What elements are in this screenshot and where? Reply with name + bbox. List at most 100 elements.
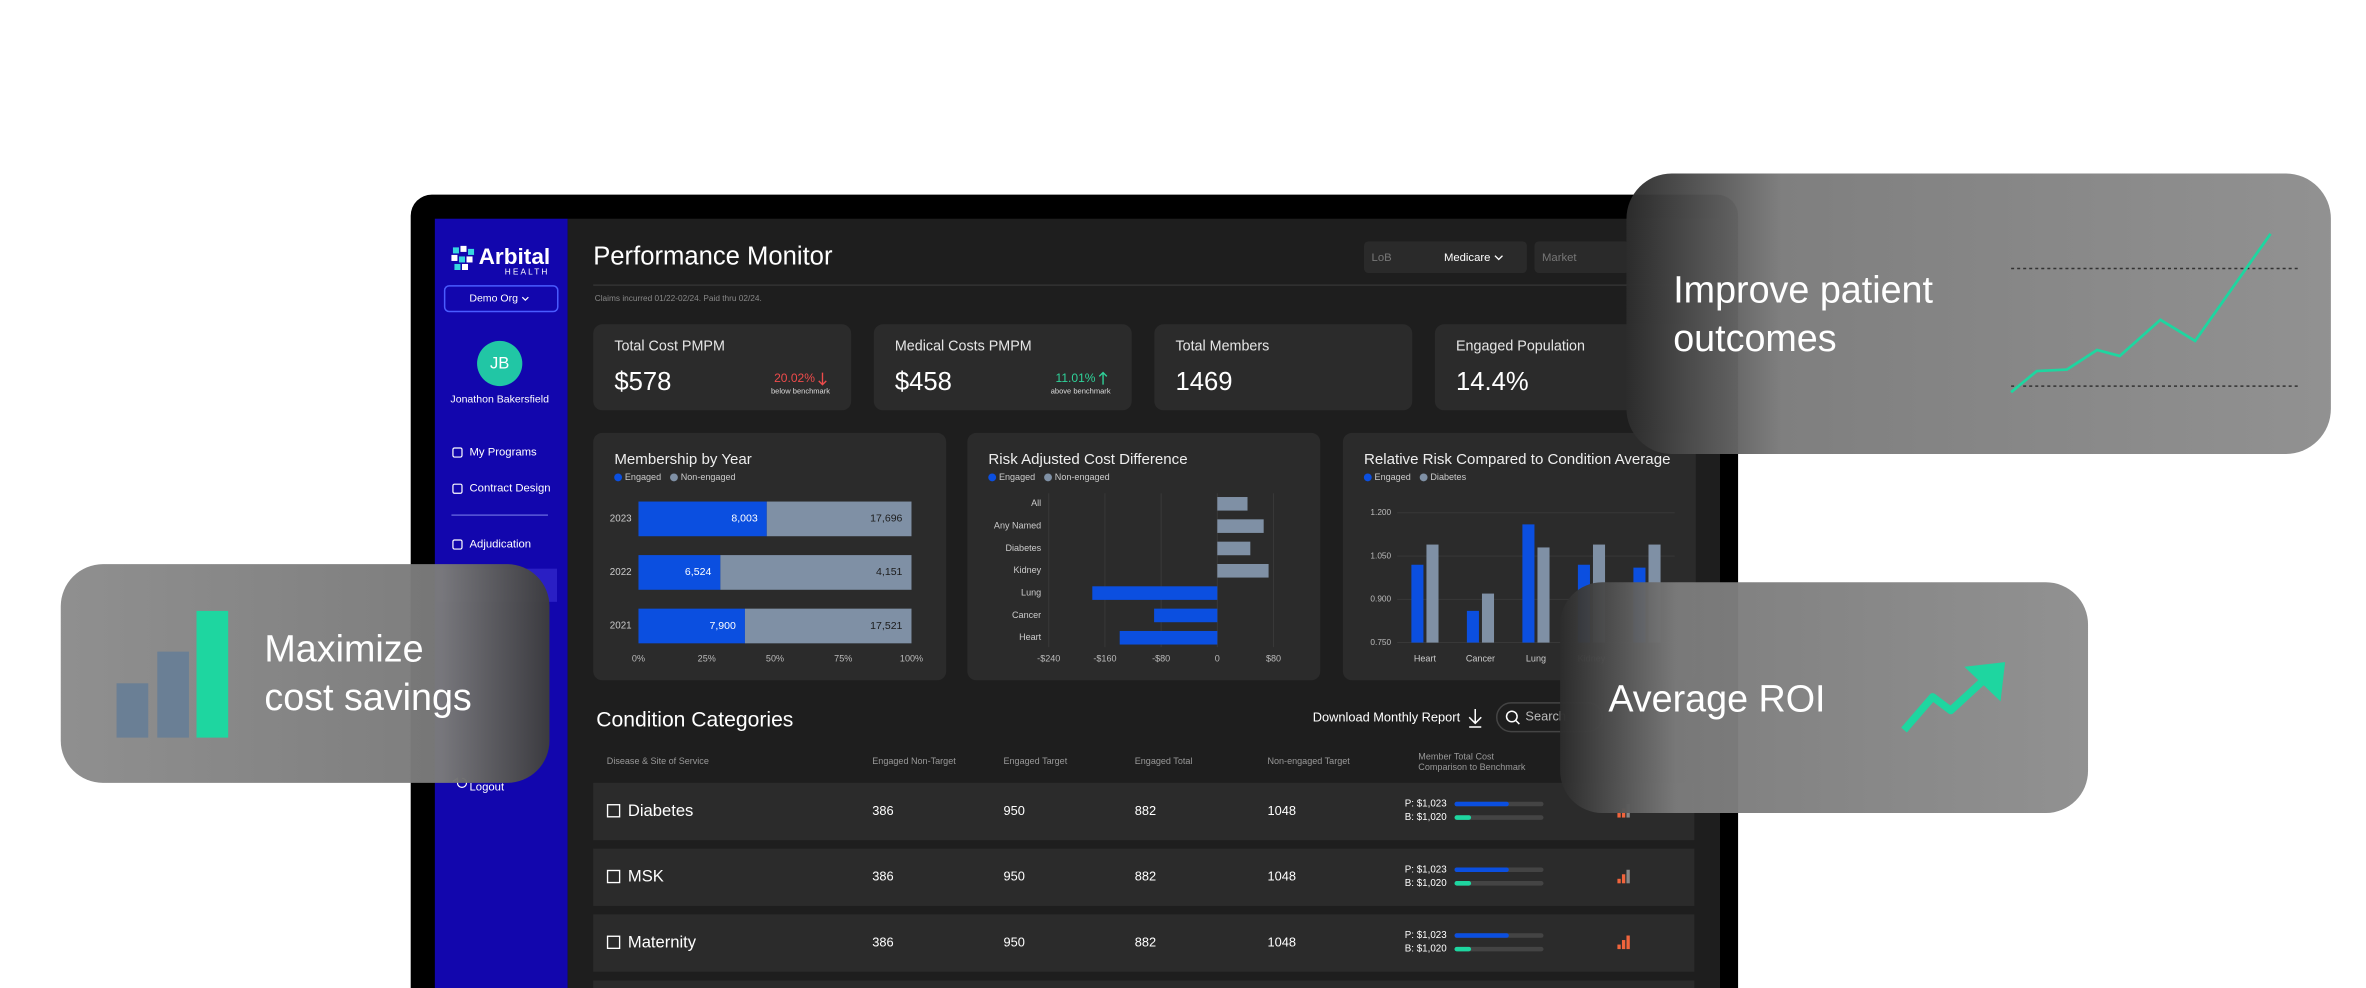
legend-swatch (988, 473, 997, 482)
signal-bar (1621, 808, 1626, 818)
bar-label: 17,521 (870, 620, 902, 632)
legend-swatch (1363, 473, 1372, 482)
signal-bar (1626, 935, 1630, 950)
table-cell: 1048 (1267, 803, 1296, 818)
callout-card (1626, 173, 2331, 455)
bar-label: 17,696 (870, 513, 902, 525)
kpi-delta: 11.01% (1056, 371, 1096, 385)
legend-label: Non-engaged (681, 472, 736, 482)
x-tick-label: Lung (1526, 654, 1546, 664)
table-title: Condition Categories (596, 709, 793, 732)
y-tick-label: 2022 (610, 567, 632, 578)
y-tick-label: Kidney (1014, 565, 1042, 575)
x-tick-label: Heart (1414, 654, 1437, 664)
bar (1092, 586, 1218, 600)
nav-item[interactable]: My Programs (470, 447, 538, 459)
filter[interactable] (1364, 241, 1527, 274)
kpi-arrow (818, 372, 827, 386)
legend-label: Non-engaged (1055, 472, 1110, 482)
table-row (593, 914, 1695, 972)
table-cell: 386 (872, 803, 893, 818)
table-cell: 882 (1135, 934, 1156, 949)
download-icon (1468, 708, 1482, 728)
brand: Arbital (479, 244, 551, 269)
chart-title: Relative Risk Compared to Condition Aver… (1364, 451, 1670, 468)
table-cell: 882 (1135, 869, 1156, 884)
checkbox[interactable] (606, 935, 621, 950)
nav-item[interactable]: Contract Design (470, 483, 551, 495)
column-header: Non-engaged Target (1267, 756, 1350, 766)
chart-panel (967, 432, 1321, 681)
projected-cost: P: $1,023 (1405, 799, 1447, 810)
column-header: Engaged Target (1004, 756, 1068, 766)
checkbox[interactable] (606, 804, 621, 818)
callout-text: Average ROI (1608, 677, 1825, 719)
progress-fill (1454, 815, 1472, 820)
bar (638, 501, 767, 537)
bar (1217, 541, 1251, 556)
column-header: Engaged Total (1135, 756, 1193, 766)
progress-track (1454, 881, 1544, 886)
icon-bar (196, 610, 229, 738)
signal-bar (1621, 874, 1626, 884)
progress-fill (1454, 946, 1472, 952)
page-title: Performance Monitor (593, 243, 833, 271)
legend-swatch (1419, 473, 1428, 482)
org-dropdown[interactable] (443, 285, 559, 313)
column-header: Member Total Cost (1418, 752, 1494, 762)
download-link[interactable]: Download Monthly Report (1313, 709, 1461, 724)
y-tick-label: 2023 (610, 513, 632, 524)
bar-label: 4,151 (876, 566, 903, 578)
progress-fill (1454, 881, 1472, 886)
bar (1217, 519, 1264, 533)
kpi-value: $458 (895, 368, 952, 396)
x-tick-label: 100% (900, 654, 923, 664)
bar (1217, 563, 1269, 578)
table-cell: 950 (1004, 934, 1025, 949)
roi-arrow (1901, 672, 1992, 733)
kpi-card (873, 324, 1132, 411)
search-placeholder: Search (1525, 709, 1566, 724)
bar (1537, 547, 1550, 643)
nav-item[interactable]: Adjudication (470, 539, 532, 551)
roi-arrow-head (1964, 662, 2006, 702)
y-tick-label: Diabetes (1005, 543, 1041, 553)
claims-note: Claims incurred 01/22-02/24. Paid thru 0… (595, 293, 762, 303)
kpi-label: Engaged Population (1456, 339, 1585, 355)
kpi-card (1154, 324, 1413, 411)
filter-value: Medicare (1444, 252, 1490, 264)
chart-title: Membership by Year (614, 451, 751, 468)
bar (1481, 593, 1495, 643)
kpi-label: Medical Costs PMPM (895, 339, 1032, 355)
benchmark-cost: B: $1,020 (1405, 812, 1447, 823)
trend-line (2010, 233, 2272, 394)
nav-icon (452, 447, 463, 458)
legend-label: Diabetes (1430, 472, 1466, 482)
column-header: Comparison to Benchmark (1418, 762, 1526, 772)
checkbox[interactable] (606, 869, 621, 884)
callout-text: Maximize (264, 628, 423, 670)
y-tick-label: Heart (1019, 632, 1042, 642)
y-tick-label: Lung (1021, 587, 1041, 597)
x-tick-label: -$80 (1152, 654, 1170, 664)
condition-name: Maternity (628, 932, 697, 951)
bar-label: 7,900 (709, 620, 736, 632)
kpi-label: Total Cost PMPM (614, 339, 725, 355)
progress-track (1454, 815, 1544, 820)
filter-label: Market (1542, 252, 1577, 264)
callout-card (60, 564, 550, 783)
table-row (593, 980, 1695, 988)
x-tick-label: -$160 (1093, 654, 1116, 664)
callout-outcomes: Improve patient outcomes (1626, 173, 2331, 455)
logout[interactable]: Logout (470, 781, 505, 793)
kpi-value: 1469 (1175, 368, 1232, 396)
kpi-value: $578 (614, 368, 671, 396)
x-tick-label: 0% (632, 654, 645, 664)
y-tick-label: Cancer (1012, 610, 1041, 620)
filter[interactable] (1534, 241, 1630, 274)
progress-fill (1454, 801, 1509, 807)
y-tick-label: 0.750 (1370, 637, 1391, 647)
signal-bar (1621, 940, 1626, 950)
kpi-card (593, 324, 852, 411)
